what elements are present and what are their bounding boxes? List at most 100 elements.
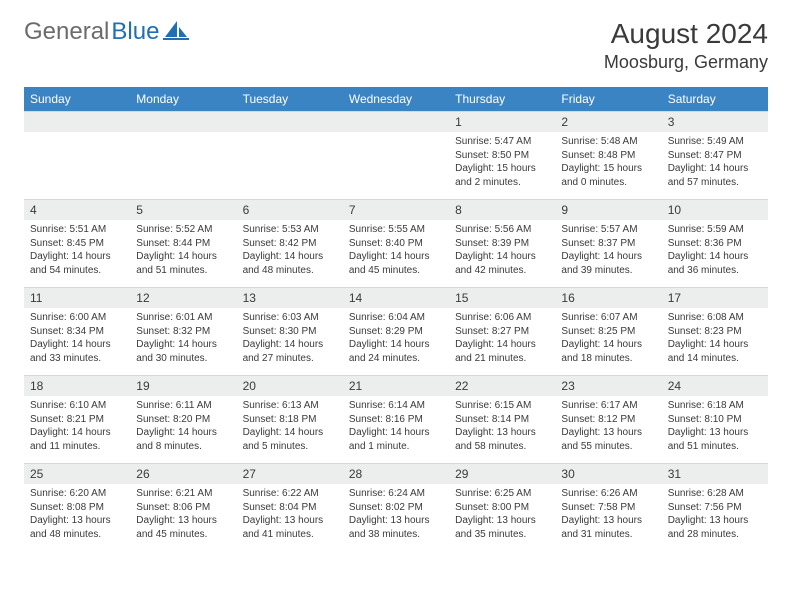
sail-icon <box>163 19 189 46</box>
sunrise-line: Sunrise: 6:14 AM <box>349 399 443 413</box>
day-content: Sunrise: 5:59 AMSunset: 8:36 PMDaylight:… <box>662 220 768 283</box>
calendar-cell: 17Sunrise: 6:08 AMSunset: 8:23 PMDayligh… <box>662 287 768 375</box>
weekday-header: Saturday <box>662 87 768 111</box>
sunset-line: Sunset: 8:10 PM <box>668 413 762 427</box>
day-number: 17 <box>662 287 768 308</box>
sunrise-line: Sunrise: 5:57 AM <box>561 223 655 237</box>
day-content: Sunrise: 6:22 AMSunset: 8:04 PMDaylight:… <box>237 484 343 547</box>
calendar-cell: 12Sunrise: 6:01 AMSunset: 8:32 PMDayligh… <box>130 287 236 375</box>
day-content <box>343 132 449 192</box>
day-number: 7 <box>343 199 449 220</box>
day-content: Sunrise: 5:48 AMSunset: 8:48 PMDaylight:… <box>555 132 661 195</box>
sunset-line: Sunset: 8:02 PM <box>349 501 443 515</box>
day-content: Sunrise: 5:53 AMSunset: 8:42 PMDaylight:… <box>237 220 343 283</box>
day-number: 25 <box>24 463 130 484</box>
sunset-line: Sunset: 8:40 PM <box>349 237 443 251</box>
weekday-header: Tuesday <box>237 87 343 111</box>
sunset-line: Sunset: 8:50 PM <box>455 149 549 163</box>
sunrise-line: Sunrise: 5:56 AM <box>455 223 549 237</box>
daylight-line: Daylight: 15 hours and 2 minutes. <box>455 162 549 189</box>
sunrise-line: Sunrise: 6:25 AM <box>455 487 549 501</box>
sunset-line: Sunset: 8:32 PM <box>136 325 230 339</box>
calendar-cell: 21Sunrise: 6:14 AMSunset: 8:16 PMDayligh… <box>343 375 449 463</box>
calendar-cell: 6Sunrise: 5:53 AMSunset: 8:42 PMDaylight… <box>237 199 343 287</box>
day-number: 20 <box>237 375 343 396</box>
day-content: Sunrise: 5:52 AMSunset: 8:44 PMDaylight:… <box>130 220 236 283</box>
calendar-row: 25Sunrise: 6:20 AMSunset: 8:08 PMDayligh… <box>24 463 768 551</box>
weekday-header: Thursday <box>449 87 555 111</box>
day-content: Sunrise: 6:07 AMSunset: 8:25 PMDaylight:… <box>555 308 661 371</box>
calendar-cell: 5Sunrise: 5:52 AMSunset: 8:44 PMDaylight… <box>130 199 236 287</box>
day-number <box>24 111 130 132</box>
day-number: 31 <box>662 463 768 484</box>
day-number: 24 <box>662 375 768 396</box>
sunrise-line: Sunrise: 6:20 AM <box>30 487 124 501</box>
calendar-cell: 9Sunrise: 5:57 AMSunset: 8:37 PMDaylight… <box>555 199 661 287</box>
calendar-cell: 30Sunrise: 6:26 AMSunset: 7:58 PMDayligh… <box>555 463 661 551</box>
daylight-line: Daylight: 14 hours and 14 minutes. <box>668 338 762 365</box>
sunrise-line: Sunrise: 6:13 AM <box>243 399 337 413</box>
day-number: 14 <box>343 287 449 308</box>
daylight-line: Daylight: 13 hours and 28 minutes. <box>668 514 762 541</box>
day-content <box>130 132 236 192</box>
sunset-line: Sunset: 8:14 PM <box>455 413 549 427</box>
calendar-cell: 16Sunrise: 6:07 AMSunset: 8:25 PMDayligh… <box>555 287 661 375</box>
calendar-row: 11Sunrise: 6:00 AMSunset: 8:34 PMDayligh… <box>24 287 768 375</box>
sunset-line: Sunset: 8:25 PM <box>561 325 655 339</box>
day-content: Sunrise: 6:13 AMSunset: 8:18 PMDaylight:… <box>237 396 343 459</box>
sunset-line: Sunset: 8:27 PM <box>455 325 549 339</box>
weekday-header-row: Sunday Monday Tuesday Wednesday Thursday… <box>24 87 768 111</box>
sunrise-line: Sunrise: 5:59 AM <box>668 223 762 237</box>
day-number: 10 <box>662 199 768 220</box>
sunrise-line: Sunrise: 6:01 AM <box>136 311 230 325</box>
day-number: 23 <box>555 375 661 396</box>
calendar-table: Sunday Monday Tuesday Wednesday Thursday… <box>24 87 768 551</box>
day-content: Sunrise: 6:15 AMSunset: 8:14 PMDaylight:… <box>449 396 555 459</box>
day-content: Sunrise: 6:17 AMSunset: 8:12 PMDaylight:… <box>555 396 661 459</box>
sunset-line: Sunset: 8:06 PM <box>136 501 230 515</box>
day-number: 1 <box>449 111 555 132</box>
sunrise-line: Sunrise: 5:52 AM <box>136 223 230 237</box>
day-number: 19 <box>130 375 236 396</box>
day-content: Sunrise: 6:03 AMSunset: 8:30 PMDaylight:… <box>237 308 343 371</box>
day-content <box>24 132 130 192</box>
day-number: 28 <box>343 463 449 484</box>
daylight-line: Daylight: 14 hours and 1 minute. <box>349 426 443 453</box>
day-content: Sunrise: 6:20 AMSunset: 8:08 PMDaylight:… <box>24 484 130 547</box>
weekday-header: Wednesday <box>343 87 449 111</box>
calendar-cell: 26Sunrise: 6:21 AMSunset: 8:06 PMDayligh… <box>130 463 236 551</box>
sunset-line: Sunset: 8:00 PM <box>455 501 549 515</box>
daylight-line: Daylight: 13 hours and 48 minutes. <box>30 514 124 541</box>
day-content: Sunrise: 6:10 AMSunset: 8:21 PMDaylight:… <box>24 396 130 459</box>
logo-text-general: General <box>24 18 109 46</box>
calendar-cell: 18Sunrise: 6:10 AMSunset: 8:21 PMDayligh… <box>24 375 130 463</box>
day-content: Sunrise: 6:26 AMSunset: 7:58 PMDaylight:… <box>555 484 661 547</box>
calendar-cell: 22Sunrise: 6:15 AMSunset: 8:14 PMDayligh… <box>449 375 555 463</box>
daylight-line: Daylight: 14 hours and 8 minutes. <box>136 426 230 453</box>
day-content: Sunrise: 6:11 AMSunset: 8:20 PMDaylight:… <box>130 396 236 459</box>
calendar-cell: 7Sunrise: 5:55 AMSunset: 8:40 PMDaylight… <box>343 199 449 287</box>
day-number: 13 <box>237 287 343 308</box>
day-number <box>130 111 236 132</box>
calendar-cell: 31Sunrise: 6:28 AMSunset: 7:56 PMDayligh… <box>662 463 768 551</box>
logo: GeneralBlue <box>24 18 189 46</box>
daylight-line: Daylight: 13 hours and 55 minutes. <box>561 426 655 453</box>
day-number: 30 <box>555 463 661 484</box>
sunrise-line: Sunrise: 5:55 AM <box>349 223 443 237</box>
sunset-line: Sunset: 8:39 PM <box>455 237 549 251</box>
sunset-line: Sunset: 7:56 PM <box>668 501 762 515</box>
day-number: 15 <box>449 287 555 308</box>
sunrise-line: Sunrise: 6:06 AM <box>455 311 549 325</box>
day-number: 26 <box>130 463 236 484</box>
day-number: 22 <box>449 375 555 396</box>
day-content: Sunrise: 5:51 AMSunset: 8:45 PMDaylight:… <box>24 220 130 283</box>
daylight-line: Daylight: 13 hours and 51 minutes. <box>668 426 762 453</box>
day-number: 4 <box>24 199 130 220</box>
daylight-line: Daylight: 14 hours and 18 minutes. <box>561 338 655 365</box>
daylight-line: Daylight: 13 hours and 41 minutes. <box>243 514 337 541</box>
day-content: Sunrise: 5:49 AMSunset: 8:47 PMDaylight:… <box>662 132 768 195</box>
day-number <box>343 111 449 132</box>
sunrise-line: Sunrise: 5:49 AM <box>668 135 762 149</box>
day-number: 2 <box>555 111 661 132</box>
calendar-cell: 19Sunrise: 6:11 AMSunset: 8:20 PMDayligh… <box>130 375 236 463</box>
